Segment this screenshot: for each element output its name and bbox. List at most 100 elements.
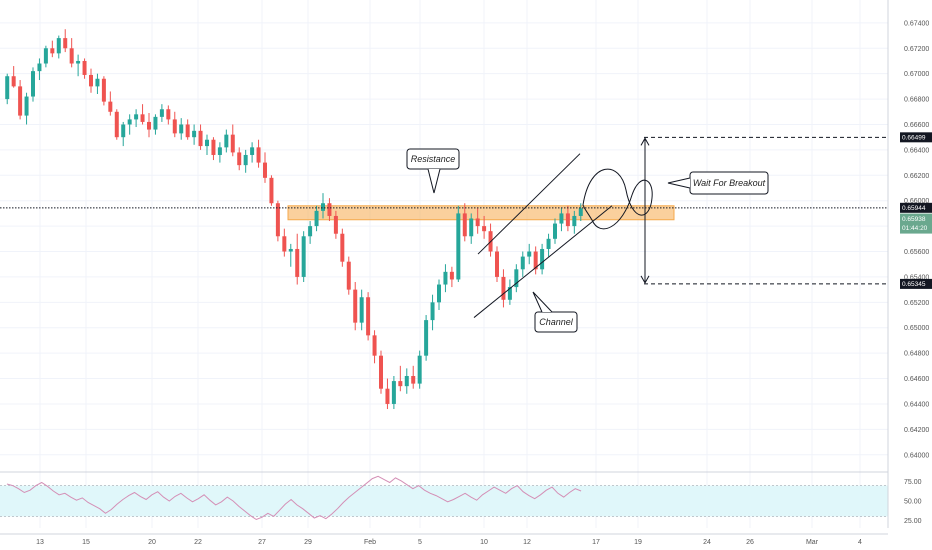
candle <box>11 66 16 88</box>
level-tag-label: 0.65944 <box>902 205 926 212</box>
time-tick-label: 4 <box>858 539 862 546</box>
candle-body <box>50 48 55 54</box>
candle-body <box>43 48 48 64</box>
candle-body <box>533 251 538 270</box>
price-tick-label: 0.65400 <box>904 274 929 281</box>
candle <box>559 208 564 232</box>
candle-body <box>359 297 364 323</box>
candle <box>159 104 164 122</box>
price-tick-label: 0.64200 <box>904 427 929 434</box>
candle-body <box>385 388 390 404</box>
rsi-tick-label: 50.00 <box>904 499 922 506</box>
candle-body <box>449 271 454 280</box>
candle-body <box>69 48 74 64</box>
candle-body <box>63 38 68 49</box>
candle-body <box>56 38 61 54</box>
candle <box>417 350 422 389</box>
candle <box>82 58 87 79</box>
price-tick-label: 0.66200 <box>904 173 929 180</box>
candle <box>546 233 551 257</box>
candle-body <box>482 226 487 232</box>
candle <box>95 73 100 94</box>
candle <box>211 137 216 161</box>
candle-body <box>95 78 100 87</box>
candle <box>127 114 132 135</box>
candle <box>411 365 416 389</box>
candle <box>179 118 184 140</box>
candle-body <box>18 86 23 116</box>
candle <box>224 129 229 153</box>
candle <box>321 193 325 219</box>
candle <box>308 221 313 244</box>
channel-callout-box <box>534 311 578 333</box>
candle-body <box>475 218 480 227</box>
candle <box>250 142 255 163</box>
candle <box>469 213 474 244</box>
candle-body <box>443 271 448 285</box>
candle-body <box>275 203 280 237</box>
time-tick-label: 15 <box>82 539 90 546</box>
candle-body <box>101 78 106 102</box>
candle <box>398 365 403 392</box>
level-tag <box>900 132 932 143</box>
time-tick-label: 22 <box>194 539 202 546</box>
rsi-tick-label: 75.00 <box>904 479 922 486</box>
candle-body <box>295 248 300 277</box>
candle-body <box>224 134 229 148</box>
time-tick-label: 26 <box>746 539 754 546</box>
time-axis[interactable]: 13 15 20 22 27 29 Feb 5 10 12 17 19 24 26 Mar 4 <box>0 533 888 546</box>
candle-body <box>76 60 81 64</box>
candle-body <box>31 71 35 97</box>
candle-body <box>353 289 358 323</box>
resistance-zone <box>287 205 675 221</box>
candle <box>379 350 383 394</box>
candle-body <box>527 251 532 257</box>
candle-body <box>565 213 570 227</box>
candle <box>449 266 454 288</box>
price-tick-label: 0.65200 <box>904 300 929 307</box>
price-tick-label: 0.64400 <box>904 401 929 408</box>
candle <box>76 54 81 77</box>
candle-body <box>5 76 10 100</box>
candle <box>56 35 61 59</box>
resistance-callout-label: Resistance <box>411 154 456 164</box>
candle <box>192 124 197 145</box>
candle <box>353 282 358 331</box>
candle-body <box>417 355 422 384</box>
candle-body <box>250 147 255 155</box>
breakout-callout-label: Wait For Breakout <box>693 178 766 188</box>
resistance-callout-tail <box>427 168 441 194</box>
candle-body <box>540 248 545 270</box>
candle <box>269 175 274 206</box>
level-tag <box>900 278 932 289</box>
candle <box>437 279 441 310</box>
candle-body <box>37 63 42 72</box>
candle <box>553 218 557 244</box>
rsi-line <box>6 475 582 521</box>
price-axis[interactable]: 0.67400 0.67200 0.67000 0.66800 0.66600 0.664… <box>887 0 932 528</box>
candle <box>263 152 267 183</box>
candle <box>243 149 248 173</box>
price-tick-label: 0.66800 <box>904 97 929 104</box>
candle <box>507 279 512 305</box>
candle-body <box>166 109 171 120</box>
candle-body <box>192 130 197 138</box>
arrow-head-down <box>640 275 650 284</box>
price-tick-label: 0.64800 <box>904 351 929 358</box>
candle <box>147 113 151 138</box>
candle-body <box>462 213 467 237</box>
candle <box>134 109 139 128</box>
candle-body <box>230 134 235 153</box>
candle-body <box>404 376 409 387</box>
candle <box>565 205 570 232</box>
candle-body <box>185 124 190 138</box>
candle <box>230 124 235 157</box>
candle-body <box>372 335 377 356</box>
rsi-pane <box>0 471 888 521</box>
candle <box>301 231 306 282</box>
candle <box>520 251 525 277</box>
time-tick-label: 12 <box>523 539 531 546</box>
candle-body <box>514 269 519 288</box>
